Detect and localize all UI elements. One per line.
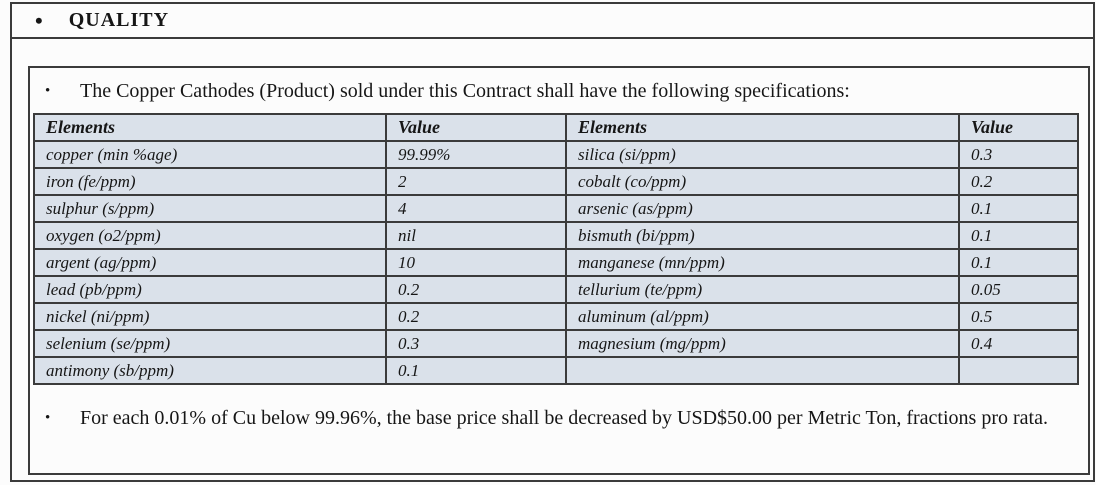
column-header-value-left: Value	[385, 113, 567, 142]
table-row: copper (min %age) 99.99% silica (si/ppm)…	[33, 140, 1079, 169]
value-cell: 0.1	[385, 356, 567, 385]
value-cell: 0.5	[958, 302, 1079, 331]
bullet-icon: •	[45, 83, 51, 99]
element-cell: iron (fe/ppm)	[33, 167, 387, 196]
table-row: sulphur (s/ppm) 4 arsenic (as/ppm) 0.1	[33, 194, 1079, 223]
element-cell: magnesium (mg/ppm)	[565, 329, 960, 358]
element-cell: arsenic (as/ppm)	[565, 194, 960, 223]
price-adjustment-text: For each 0.01% of Cu below 99.96%, the b…	[80, 407, 1048, 429]
value-cell: 0.1	[958, 248, 1079, 277]
specifications-box: • The Copper Cathodes (Product) sold und…	[28, 66, 1090, 475]
table-row: argent (ag/ppm) 10 manganese (mn/ppm) 0.…	[33, 248, 1079, 277]
value-cell: 0.1	[958, 194, 1079, 223]
element-cell: copper (min %age)	[33, 140, 387, 169]
value-cell: 0.2	[385, 275, 567, 304]
element-cell: lead (pb/ppm)	[33, 275, 387, 304]
table-header-row: Elements Value Elements Value	[33, 113, 1079, 142]
value-cell: nil	[385, 221, 567, 250]
element-cell: bismuth (bi/ppm)	[565, 221, 960, 250]
value-cell: 99.99%	[385, 140, 567, 169]
table-row: lead (pb/ppm) 0.2 tellurium (te/ppm) 0.0…	[33, 275, 1079, 304]
value-cell: 0.2	[385, 302, 567, 331]
element-cell: manganese (mn/ppm)	[565, 248, 960, 277]
intro-text: The Copper Cathodes (Product) sold under…	[80, 80, 850, 102]
element-cell: nickel (ni/ppm)	[33, 302, 387, 331]
value-cell: 0.2	[958, 167, 1079, 196]
column-header-value-right: Value	[958, 113, 1079, 142]
table-row: antimony (sb/ppm) 0.1	[33, 356, 1079, 385]
table-row: selenium (se/ppm) 0.3 magnesium (mg/ppm)…	[33, 329, 1079, 358]
element-cell: tellurium (te/ppm)	[565, 275, 960, 304]
value-cell: 4	[385, 194, 567, 223]
section-heading-row: • QUALITY	[12, 4, 1093, 39]
table-row: iron (fe/ppm) 2 cobalt (co/ppm) 0.2	[33, 167, 1079, 196]
table-row: oxygen (o2/ppm) nil bismuth (bi/ppm) 0.1	[33, 221, 1079, 250]
column-header-elements-left: Elements	[33, 113, 387, 142]
value-cell: 0.05	[958, 275, 1079, 304]
element-cell	[565, 356, 960, 385]
value-cell: 10	[385, 248, 567, 277]
bullet-icon: •	[35, 7, 43, 33]
intro-paragraph: • The Copper Cathodes (Product) sold und…	[30, 78, 1088, 104]
section-title: QUALITY	[68, 9, 170, 31]
element-cell: selenium (se/ppm)	[33, 329, 387, 358]
value-cell: 0.3	[385, 329, 567, 358]
bullet-icon: •	[45, 410, 51, 426]
price-adjustment-paragraph: • For each 0.01% of Cu below 99.96%, the…	[30, 404, 1088, 433]
column-header-elements-right: Elements	[565, 113, 960, 142]
element-cell: sulphur (s/ppm)	[33, 194, 387, 223]
element-cell: aluminum (al/ppm)	[565, 302, 960, 331]
value-cell: 0.4	[958, 329, 1079, 358]
quality-section-frame: • QUALITY • The Copper Cathodes (Product…	[10, 2, 1095, 482]
element-cell: oxygen (o2/ppm)	[33, 221, 387, 250]
table-row: nickel (ni/ppm) 0.2 aluminum (al/ppm) 0.…	[33, 302, 1079, 331]
specifications-table: Elements Value Elements Value copper (mi…	[33, 113, 1079, 385]
element-cell: silica (si/ppm)	[565, 140, 960, 169]
element-cell: argent (ag/ppm)	[33, 248, 387, 277]
table-body: copper (min %age) 99.99% silica (si/ppm)…	[33, 140, 1079, 385]
element-cell: cobalt (co/ppm)	[565, 167, 960, 196]
value-cell	[958, 356, 1079, 385]
value-cell: 2	[385, 167, 567, 196]
value-cell: 0.1	[958, 221, 1079, 250]
element-cell: antimony (sb/ppm)	[33, 356, 387, 385]
value-cell: 0.3	[958, 140, 1079, 169]
